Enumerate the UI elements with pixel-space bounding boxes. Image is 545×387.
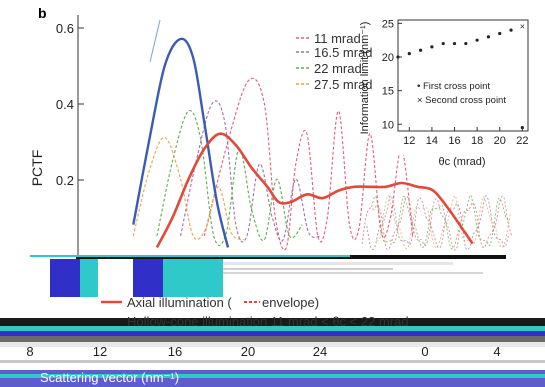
series-layer — [132, 37, 474, 251]
series-line-16-5-mrad — [180, 100, 322, 243]
inset-x-tick-label: 12 — [403, 135, 415, 147]
inset-first-cross-point — [419, 48, 423, 52]
inset-first-cross-point — [475, 38, 479, 42]
dashed-tail-curve — [361, 195, 513, 251]
legend-label-11: 11 mrad — [314, 31, 361, 46]
x-tick-label: 4 — [493, 344, 500, 359]
inset-y-tick-label: 20 — [382, 52, 394, 64]
series-line-22-mrad — [156, 109, 303, 246]
x-tick-label: 0 — [421, 344, 428, 359]
inset-first-cross-point — [464, 41, 468, 46]
inset-y-ticks: 25 20 15 10 — [382, 18, 402, 131]
series-line-11-mrad — [203, 77, 414, 251]
panel-label: b — [38, 5, 47, 21]
inset-first-cross-point — [452, 41, 457, 46]
inset-legend-second: × Second cross point — [417, 95, 506, 106]
bottom-legend-envelope: envelope) — [262, 295, 319, 310]
inset-first-cross-point — [441, 41, 445, 46]
glitch-region — [0, 255, 545, 387]
bottom-legend-axial: Axial illumination ( — [127, 295, 232, 310]
y-tick-label: 0.6 — [56, 21, 74, 36]
legend: 11 mrad 16.5 mrad 22 mrad 27.5 mrad — [296, 31, 373, 92]
x-tick-label: 8 — [26, 344, 33, 359]
inset-first-cross-point — [486, 35, 491, 39]
y-tick-label: 0.4 — [56, 97, 74, 112]
x-ticks: 8 12 16 20 24 0 4 — [26, 344, 500, 359]
x-tick-label: 12 — [93, 344, 107, 359]
inset-x-tick-label: 20 — [494, 135, 506, 147]
inset-second-cross-point: × — [520, 22, 525, 32]
axial-asymptote-line — [149, 19, 161, 63]
series-line-hollow-cone-envelope — [155, 132, 474, 249]
inset-x-axis-label: θc (mrad) — [438, 156, 485, 168]
inset-first-cross-point — [407, 52, 411, 56]
legend-label-22: 22 mrad — [314, 61, 362, 76]
bottom-legend: Axial illumination ( envelope) Hollow-co… — [101, 295, 409, 329]
x-tick-label: 24 — [313, 344, 327, 359]
inset-y-tick-label: 25 — [382, 18, 394, 30]
legend-label-16-5: 16.5 mrad — [314, 45, 373, 60]
inset-y-tick-label: 10 — [382, 119, 394, 131]
x-axis-label: Scattering vector (nm⁻¹) — [40, 370, 179, 385]
inset-x-tick-label: 16 — [448, 135, 460, 147]
inset-frame — [397, 19, 529, 132]
y-tick-label: 0.2 — [56, 173, 74, 188]
dashed-tail-curve — [366, 195, 510, 251]
x-tick-label: 20 — [241, 344, 255, 359]
inset-y-axis-label: Information limit (nm⁻¹) — [359, 22, 371, 135]
legend-label-27-5: 27.5 mrad — [314, 77, 373, 92]
inset-first-cross-point — [430, 45, 434, 49]
inset-chart: × 25 20 15 10 12 14 16 18 20 22 Information limi… — [359, 15, 529, 168]
dashed-tail-curves — [361, 194, 513, 251]
y-ticks: 0.6 0.4 0.2 — [56, 21, 84, 188]
inset-legend-first: • First cross point — [417, 81, 490, 92]
inset-y-tick-label: 15 — [382, 86, 394, 98]
inset-x-tick-label: 14 — [426, 135, 438, 147]
inset-first-cross-point — [509, 28, 513, 32]
y-axis-label: PCTF — [29, 150, 45, 187]
series-line-axial-illumination — [132, 37, 230, 248]
inset-x-tick-label: 22 — [516, 135, 528, 147]
inset-first-cross-point — [498, 31, 502, 36]
inset-x-ticks: 12 14 16 18 20 22 — [403, 127, 528, 147]
x-tick-label: 16 — [168, 344, 182, 359]
inset-x-tick-label: 18 — [471, 135, 483, 147]
bottom-legend-hollow-cone: Hollow-cone illumination 11 mrad < θc < … — [127, 314, 409, 329]
series-line-27-5-mrad — [132, 136, 245, 241]
